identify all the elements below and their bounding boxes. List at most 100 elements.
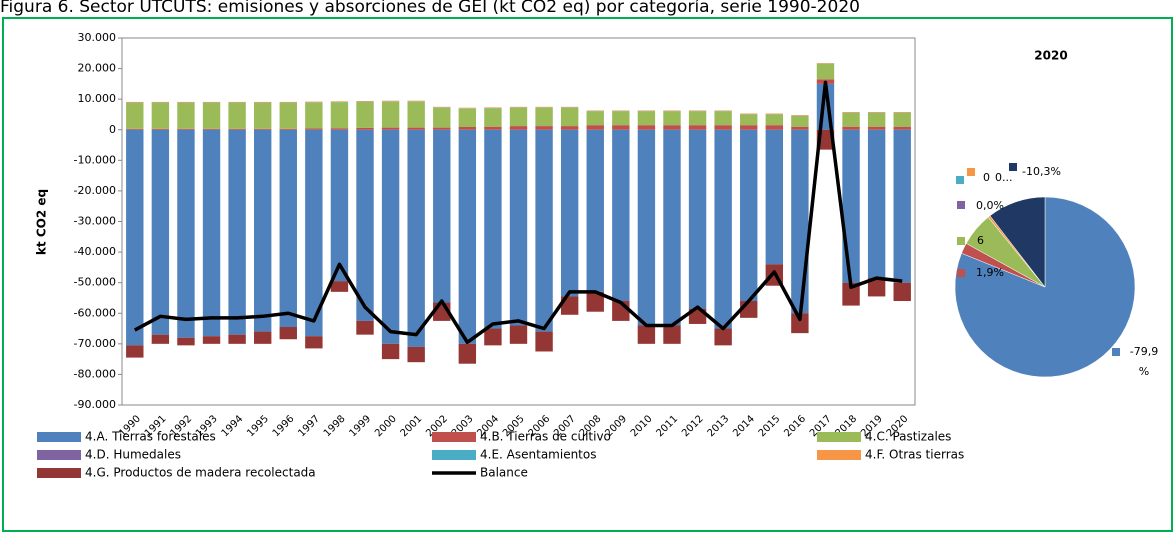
bar-segment [356,101,374,102]
bar-segment [535,331,553,352]
bar-segment [202,129,221,337]
bar-segment [842,112,860,127]
bar-segment [126,102,144,129]
bar-segment [407,100,425,102]
bar-segment [151,334,170,344]
pie-value-label: 1,9% [976,266,1004,279]
y-tick-label: -80.000 [74,367,116,380]
bar-segment [279,101,297,103]
y-axis-label: kt CO2 eq [35,189,49,255]
bar-segment [433,106,451,108]
x-tick-label: 2016 [782,413,808,439]
bar-segment [458,108,477,127]
bar-segment [560,129,579,297]
bar-segment [458,126,477,130]
y-tick-label: -50.000 [74,276,116,289]
bar-segment [228,129,246,335]
pie-label-swatch [957,269,965,277]
legend-swatch [432,450,476,460]
bar-segment [305,102,323,129]
bar-segment [279,102,297,129]
bar-segment [202,128,221,130]
bar-segment [714,328,732,346]
legend-label: 4.G. Productos de madera recolectada [85,466,316,480]
bar-segment [612,110,630,112]
bar-segment [484,129,502,329]
pie-value-label: 0... [995,171,1013,184]
bar-segment [177,101,195,103]
y-tick-label: 20.000 [78,62,117,75]
legend-label: 4.C. Pastizales [865,430,951,444]
bar-segment [177,102,195,129]
bar-segment [177,129,195,338]
y-tick-label: -30.000 [74,215,116,228]
x-tick-label: 1997 [296,413,322,439]
bar-segment [509,126,528,130]
bar-segment [381,127,400,130]
legend-swatch [37,468,81,478]
bar-segment [740,114,758,126]
chart-title: Figura 6. Sector UTCUTS: emisiones y abs… [0,0,860,17]
bar-segment [279,327,297,340]
bar-segment [663,325,681,344]
bar-segment [740,113,758,115]
bar-segment [586,111,604,126]
bar-segment [637,125,656,130]
bar-segment [765,129,784,265]
bar-segment [714,110,732,112]
x-tick-label: 1999 [347,413,373,439]
bar-segment [484,107,502,109]
x-tick-label: 2012 [680,413,706,439]
bar-segment [202,101,221,103]
x-tick-label: 2013 [706,413,732,439]
bar-segment [714,129,732,329]
bar-segment [688,110,707,112]
bar-segment [202,336,221,344]
legend-swatch [817,432,861,442]
bar-segment [151,128,170,130]
bar-segment [586,110,604,112]
bar-segment [305,101,323,103]
bar-segment [151,129,170,335]
bar-segment [407,129,425,347]
bar-segment [330,128,349,130]
pie-label-swatch [957,201,965,209]
bar-segment [740,125,758,130]
bar-segment [126,128,144,130]
bar-segment [228,102,246,129]
y-tick-label: -70.000 [74,337,116,350]
bar-segment [867,126,886,130]
bar-segment [279,128,297,130]
x-tick-label: 2010 [629,413,655,439]
bar-segment [253,331,272,344]
bar-segment [381,100,400,102]
bar-segment [458,129,477,344]
bar-segment [714,125,732,130]
bar-segment [765,125,784,130]
bar-segment [765,114,784,126]
bar-segment [867,129,886,279]
bar-segment [126,345,144,358]
x-tick-label: 1996 [271,413,297,439]
bar-segment [484,328,502,346]
frame [2,17,1173,532]
bar-segment [586,129,604,292]
bar-segment [535,107,553,127]
legend-label: 4.D. Humedales [85,448,181,462]
bar-segment [509,106,528,108]
bar-segment [228,128,246,130]
pie-value-label: 6 [977,234,984,247]
bar-segment [586,291,604,312]
bar-segment [433,129,451,303]
bar-segment [688,111,707,126]
bar-segment [893,282,911,302]
bar-segment [407,346,425,363]
y-tick-label: -20.000 [74,184,116,197]
pie-value-label: 0 [983,171,990,184]
y-tick-label: 10.000 [78,92,117,105]
legend-label: 4.F. Otras tierras [865,448,964,462]
legend-label: Balance [480,466,528,480]
bar-segment [816,63,835,64]
bar-segment [202,102,221,129]
